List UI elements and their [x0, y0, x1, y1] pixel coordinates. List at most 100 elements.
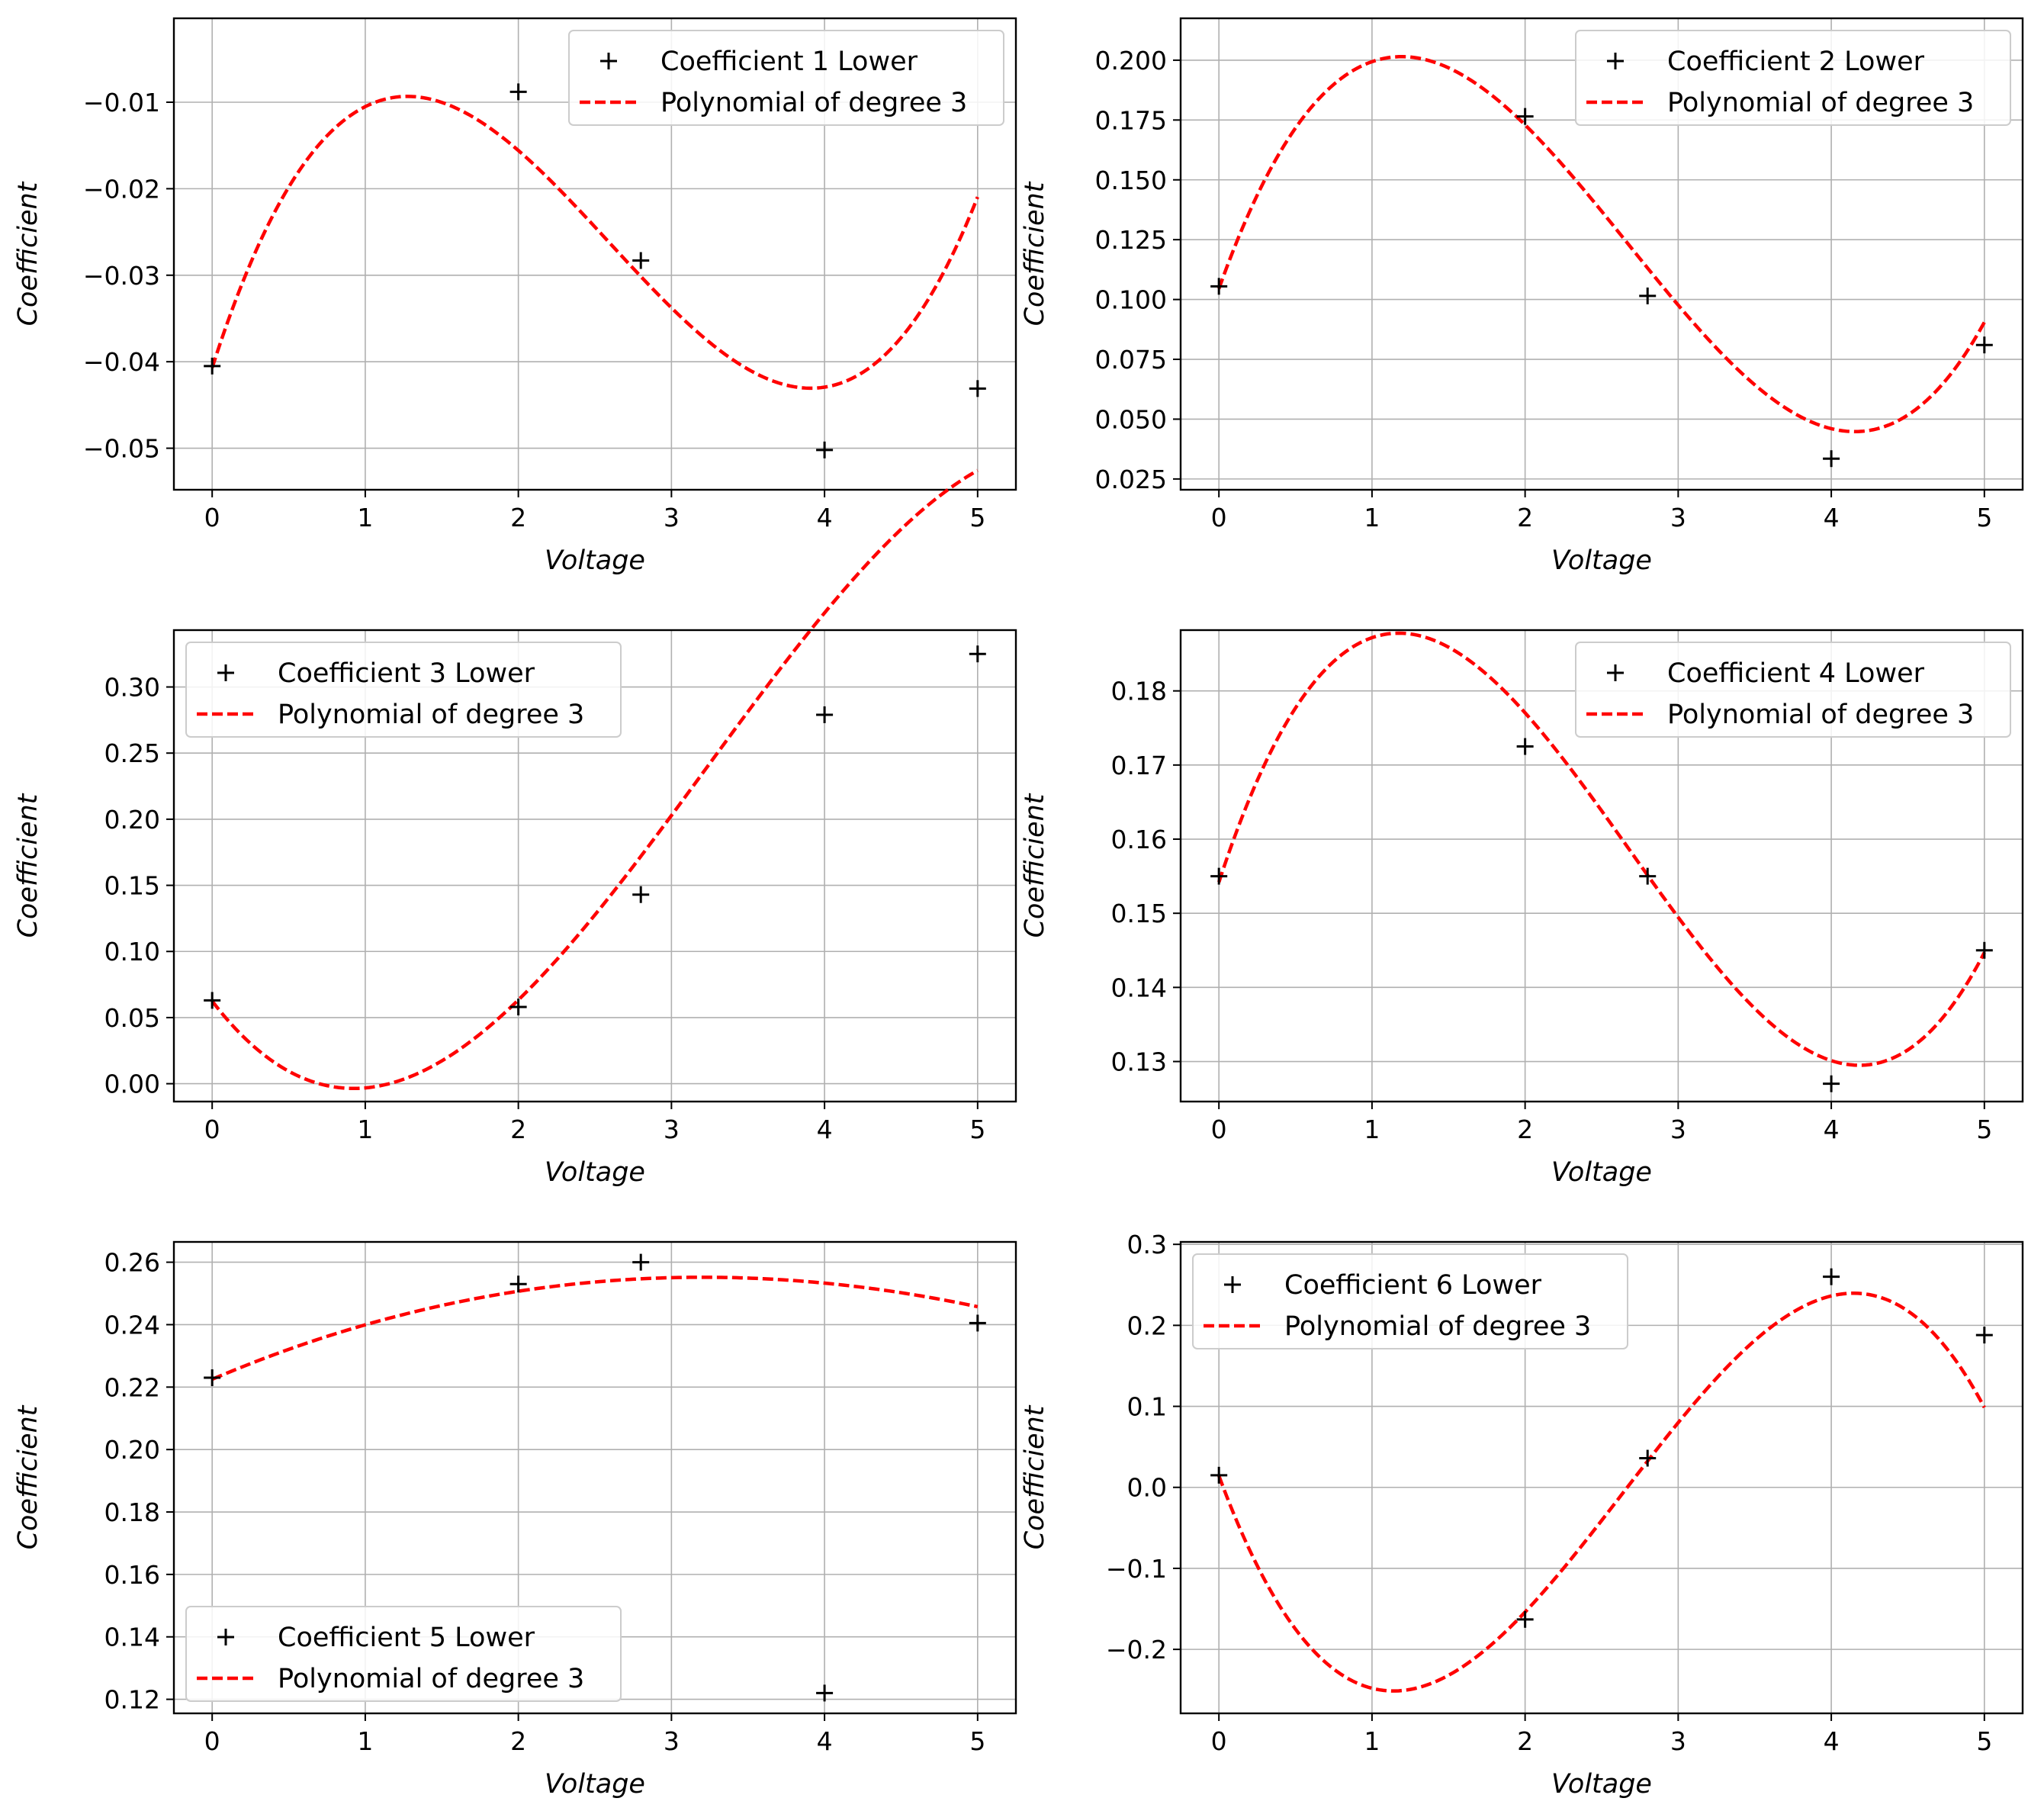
chart-4-x-tick-label: 5 [1976, 1115, 1992, 1144]
chart-1-legend-label-data: Coefficient 1 Lower [660, 47, 918, 77]
chart-1-data-point [509, 83, 527, 101]
chart-2-y-tick-label: 0.125 [1095, 225, 1167, 255]
chart-5-y-tick-label: 0.14 [104, 1623, 160, 1652]
chart-3-data-point [204, 992, 221, 1009]
chart-4-y-tick-label: 0.14 [1111, 973, 1167, 1002]
chart-2-data-point [1639, 287, 1657, 304]
chart-4-y-tick-label: 0.16 [1111, 825, 1167, 854]
chart-2-y-tick-label: 0.025 [1095, 465, 1167, 494]
chart-2-legend-marker [1607, 53, 1624, 69]
chart-1-x-tick-label: 2 [510, 503, 526, 532]
chart-6-legend-label-fit: Polynomial of degree 3 [1284, 1311, 1591, 1342]
chart-6-y-tick-label: 0.2 [1127, 1311, 1167, 1340]
chart-3-data-point [509, 999, 527, 1016]
chart-2-legend-label-data: Coefficient 2 Lower [1667, 47, 1925, 77]
chart-5-y-tick-label: 0.26 [104, 1248, 160, 1278]
chart-4-data-point [1639, 867, 1657, 885]
chart-3-x-axis-label: Voltage [545, 1157, 645, 1188]
chart-3-x-tick-label: 0 [204, 1115, 220, 1144]
chart-4-legend-box [1575, 642, 2011, 738]
chart-2-x-tick-label: 2 [1517, 503, 1533, 532]
chart-5-x-tick-label: 5 [969, 1726, 985, 1756]
chart-4-data-point [1823, 1075, 1840, 1092]
chart-panel-2: 0 1 2 3 4 5 0.025 0.050 0.075 0.100 0.125 0.150 0.17… [1020, 17, 2024, 576]
chart-1-legend-marker [600, 53, 617, 69]
chart-3-x-tick-label: 1 [357, 1115, 373, 1144]
chart-5-y-tick-label: 0.24 [104, 1310, 160, 1340]
chart-6-x-tick-label: 1 [1364, 1726, 1380, 1756]
chart-panel-1: 0 1 2 3 4 5 −0.05 −0.04 −0.03 −0.02 −0.01 Voltage Co… [13, 17, 1017, 576]
chart-2-data-point [1975, 336, 1993, 354]
chart-6-x-tick-label: 2 [1517, 1726, 1533, 1756]
chart-1-y-tick-label: −0.02 [83, 174, 160, 204]
chart-3-data-point [969, 645, 986, 663]
chart-1-y-axis-label: Coefficient [13, 181, 43, 326]
chart-2-x-tick-label: 1 [1364, 503, 1380, 532]
chart-5-data-point [632, 1253, 650, 1271]
chart-4-data-point [1516, 738, 1534, 755]
chart-3-x-tick-label: 5 [969, 1115, 985, 1144]
chart-3-legend-label-data: Coefficient 3 Lower [278, 658, 535, 689]
chart-2-x-tick-label: 4 [1824, 503, 1840, 532]
chart-2-legend: Coefficient 2 Lower Polynomial of degree … [1575, 30, 2011, 126]
chart-3-legend-label-fit: Polynomial of degree 3 [278, 700, 584, 730]
chart-4-data-point [1210, 867, 1228, 885]
chart-panel-4: 0 1 2 3 4 5 0.13 0.14 0.15 0.16 0.17 0.18 Voltage Coe… [1020, 629, 2024, 1188]
chart-2-y-tick-label: 0.100 [1095, 285, 1167, 315]
chart-1-legend-label-fit: Polynomial of degree 3 [660, 88, 967, 118]
chart-5-y-tick-label: 0.16 [104, 1560, 160, 1590]
chart-4-y-tick-label: 0.15 [1111, 899, 1167, 928]
chart-2-y-tick-label: 0.175 [1095, 105, 1167, 135]
chart-6-legend: Coefficient 6 Lower Polynomial of degree … [1192, 1253, 1628, 1349]
chart-2-y-axis-label: Coefficient [1020, 181, 1050, 326]
chart-6-polynomial-fit-line [1217, 1291, 1986, 1693]
chart-3-legend-marker [217, 664, 234, 681]
chart-4-x-tick-label: 1 [1364, 1115, 1380, 1144]
chart-6-x-tick-label: 0 [1211, 1726, 1227, 1756]
chart-3-y-axis-label: Coefficient [13, 793, 43, 938]
chart-1-data-point [632, 252, 650, 269]
chart-5-x-tick-label: 3 [664, 1726, 680, 1756]
chart-1-data-point [204, 357, 221, 375]
chart-4-y-axis-label: Coefficient [1020, 793, 1050, 938]
chart-2-x-tick-label: 5 [1976, 503, 1992, 532]
chart-3-y-tick-label: 0.00 [104, 1070, 160, 1099]
chart-4-y-tick-label: 0.17 [1111, 751, 1167, 780]
chart-5-plot-frame [172, 1240, 1017, 1715]
chart-6-x-tick-label: 4 [1824, 1726, 1840, 1756]
chart-6-legend-marker [1224, 1276, 1241, 1293]
chart-5-legend-box [185, 1606, 622, 1702]
chart-5-data-point [969, 1314, 986, 1332]
chart-5-x-tick-label: 1 [357, 1726, 373, 1756]
chart-5-y-tick-label: 0.20 [104, 1435, 160, 1465]
chart-3-data-point [816, 706, 834, 723]
chart-5-y-axis-label: Coefficient [13, 1404, 43, 1549]
chart-6-plot-frame [1179, 1240, 2024, 1715]
chart-2-x-tick-label: 3 [1670, 503, 1686, 532]
chart-6-legend-box [1192, 1253, 1628, 1349]
chart-6-y-axis-label: Coefficient [1020, 1404, 1050, 1549]
chart-5-legend-label-data: Coefficient 5 Lower [278, 1623, 535, 1653]
chart-5-x-tick-label: 2 [510, 1726, 526, 1756]
chart-4-x-axis-label: Voltage [1551, 1157, 1652, 1188]
chart-1-data-point [816, 441, 834, 458]
chart-3-polynomial-fit-line [211, 468, 979, 1091]
chart-3-y-tick-label: 0.10 [104, 937, 160, 967]
chart-6-data-point [1639, 1449, 1657, 1467]
chart-1-y-tick-label: −0.03 [83, 261, 160, 291]
chart-1-x-tick-label: 5 [969, 503, 985, 532]
chart-4-x-tick-label: 0 [1211, 1115, 1227, 1144]
chart-4-plot-frame [1179, 629, 2024, 1103]
chart-3-y-tick-label: 0.15 [104, 871, 160, 901]
chart-4-x-tick-label: 4 [1824, 1115, 1840, 1144]
chart-5-legend: Coefficient 5 Lower Polynomial of degree … [185, 1606, 622, 1702]
chart-4-y-tick-label: 0.18 [1111, 677, 1167, 706]
chart-4-legend: Coefficient 4 Lower Polynomial of degree … [1575, 642, 2011, 738]
chart-1-x-tick-label: 3 [664, 503, 680, 532]
chart-6-data-point [1516, 1610, 1534, 1628]
chart-5-legend-marker [217, 1629, 234, 1645]
chart-5-x-tick-label: 0 [204, 1726, 220, 1756]
chart-5-data-point [816, 1684, 834, 1702]
chart-1-x-tick-label: 4 [817, 503, 833, 532]
chart-6-data-point [1210, 1466, 1228, 1484]
